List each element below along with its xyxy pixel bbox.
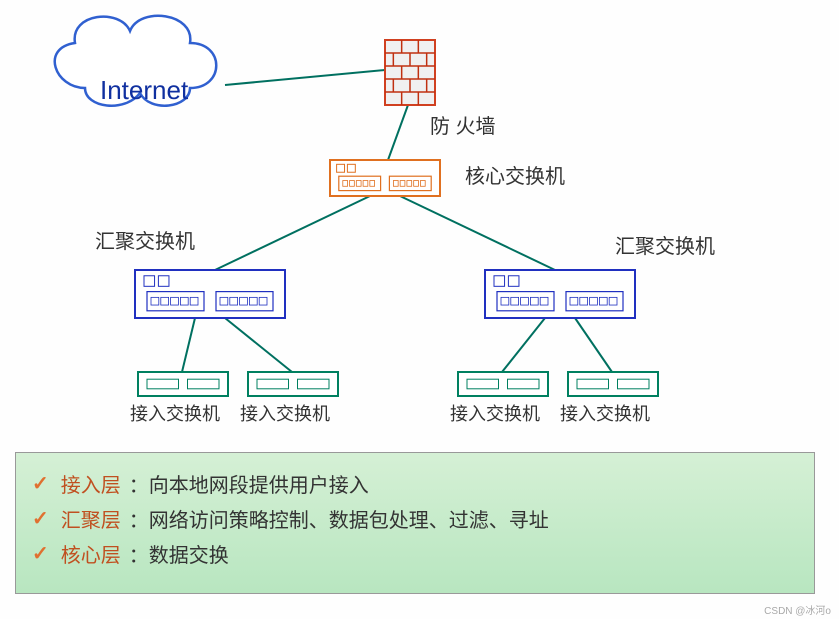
check-icon: ✓ [32,506,49,531]
access-switch-label-1: 接入交换机 [240,400,330,426]
access-switch-label-2: 接入交换机 [450,400,540,426]
diagram-area [0,0,839,445]
check-icon: ✓ [32,541,49,566]
internet-label: Internet [100,75,188,106]
access-switch-label-0: 接入交换机 [130,400,220,426]
diagram-svg [0,0,839,445]
info-line-2: ✓ 核心层 ：数据交换 [32,539,798,568]
info-line-1: ✓ 汇聚层 ：网络访问策略控制、数据包处理、过滤、寻址 [32,504,798,533]
info-label-0: 接入层 [61,469,121,498]
firewall-label: 防 火墙 [430,110,496,139]
info-label-2: 核心层 [61,539,121,568]
agg-switch-label-1: 汇聚交换机 [615,230,715,259]
check-icon: ✓ [32,471,49,496]
info-label-1: 汇聚层 [61,504,121,533]
info-box: ✓ 接入层 ：向本地网段提供用户接入 ✓ 汇聚层 ：网络访问策略控制、数据包处理… [15,452,815,594]
watermark: CSDN @冰河o [764,602,831,617]
info-line-0: ✓ 接入层 ：向本地网段提供用户接入 [32,469,798,498]
agg-switch-label-0: 汇聚交换机 [95,225,195,254]
info-text-0: ：向本地网段提供用户接入 [129,469,369,498]
info-text-1: ：网络访问策略控制、数据包处理、过滤、寻址 [129,504,549,533]
core-switch-label: 核心交换机 [465,160,565,189]
access-switch-label-3: 接入交换机 [560,400,650,426]
info-text-2: ：数据交换 [129,539,229,568]
